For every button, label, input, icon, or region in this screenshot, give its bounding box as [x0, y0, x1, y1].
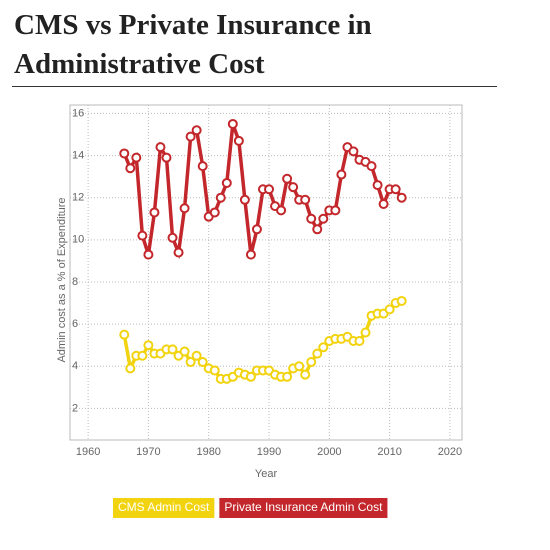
- data-point: [318, 213, 329, 224]
- data-point: [354, 335, 365, 346]
- data-point: [143, 340, 154, 351]
- y-tick-label: 8: [72, 276, 78, 288]
- x-tick-label: 2010: [377, 446, 401, 458]
- x-tick-label: 2000: [317, 446, 341, 458]
- data-point: [197, 161, 208, 172]
- data-point: [125, 363, 136, 374]
- title-rule: [12, 86, 497, 87]
- x-tick-label: 1960: [76, 446, 100, 458]
- data-point: [336, 169, 347, 180]
- data-point: [251, 224, 262, 235]
- data-point: [390, 184, 401, 195]
- y-tick-label: 2: [72, 402, 78, 414]
- data-point: [137, 350, 148, 361]
- data-point: [318, 342, 329, 353]
- y-tick-label: 16: [72, 107, 84, 119]
- data-point: [191, 350, 202, 361]
- data-point: [396, 192, 407, 203]
- data-point: [294, 361, 305, 372]
- x-tick-label: 1990: [257, 446, 281, 458]
- data-point: [312, 224, 323, 235]
- legend-label: CMS Admin Cost: [118, 500, 210, 514]
- y-tick-label: 12: [72, 192, 84, 204]
- data-point: [131, 152, 142, 163]
- data-point: [384, 304, 395, 315]
- data-point: [306, 357, 317, 368]
- data-point: [366, 161, 377, 172]
- data-point: [119, 329, 130, 340]
- data-point: [149, 207, 160, 218]
- data-point: [173, 247, 184, 258]
- data-point: [119, 148, 130, 159]
- data-point: [306, 213, 317, 224]
- data-point: [155, 142, 166, 153]
- data-point: [378, 199, 389, 210]
- data-point: [209, 365, 220, 376]
- data-point: [191, 125, 202, 136]
- legend-swatch: [113, 498, 215, 518]
- data-point: [179, 346, 190, 357]
- x-tick-label: 1970: [136, 446, 160, 458]
- data-point: [360, 327, 371, 338]
- data-point: [348, 146, 359, 157]
- legend-swatch: [219, 498, 388, 518]
- legend-label: Private Insurance Admin Cost: [224, 500, 383, 514]
- plot-frame: [69, 104, 463, 441]
- data-point: [239, 194, 250, 205]
- data-point: [143, 249, 154, 260]
- data-point: [167, 344, 178, 355]
- data-point: [282, 173, 293, 184]
- data-point: [396, 295, 407, 306]
- data-point: [209, 207, 220, 218]
- x-axis-label: Year: [255, 468, 278, 480]
- data-point: [167, 232, 178, 243]
- legend-item[interactable]: Private Insurance Admin Cost: [219, 498, 388, 518]
- x-tick-label: 1980: [196, 446, 220, 458]
- data-point: [300, 194, 311, 205]
- data-point: [125, 163, 136, 174]
- data-point: [197, 357, 208, 368]
- x-tick-label: 2020: [438, 446, 462, 458]
- data-point: [288, 182, 299, 193]
- data-point: [179, 203, 190, 214]
- data-point: [264, 184, 275, 195]
- chart-title: CMS vs Private Insurance in Administrati…: [14, 9, 372, 80]
- data-point: [312, 348, 323, 359]
- legend-item[interactable]: CMS Admin Cost: [113, 498, 215, 518]
- y-tick-label: 4: [72, 360, 78, 372]
- data-point: [221, 177, 232, 188]
- data-point: [330, 205, 341, 216]
- data-point: [245, 371, 256, 382]
- data-point: [137, 230, 148, 241]
- data-point: [276, 205, 287, 216]
- y-tick-label: 6: [72, 318, 78, 330]
- data-point: [233, 135, 244, 146]
- data-point: [185, 357, 196, 368]
- y-axis-label: Admin cost as a % of Expenditure: [56, 197, 68, 362]
- data-point: [282, 371, 293, 382]
- data-point: [215, 192, 226, 203]
- data-point: [227, 118, 238, 129]
- data-point: [372, 180, 383, 191]
- y-tick-label: 14: [72, 149, 84, 161]
- data-point: [245, 249, 256, 260]
- data-point: [185, 131, 196, 142]
- y-tick-label: 10: [72, 234, 84, 246]
- data-point: [300, 369, 311, 380]
- data-point: [161, 152, 172, 163]
